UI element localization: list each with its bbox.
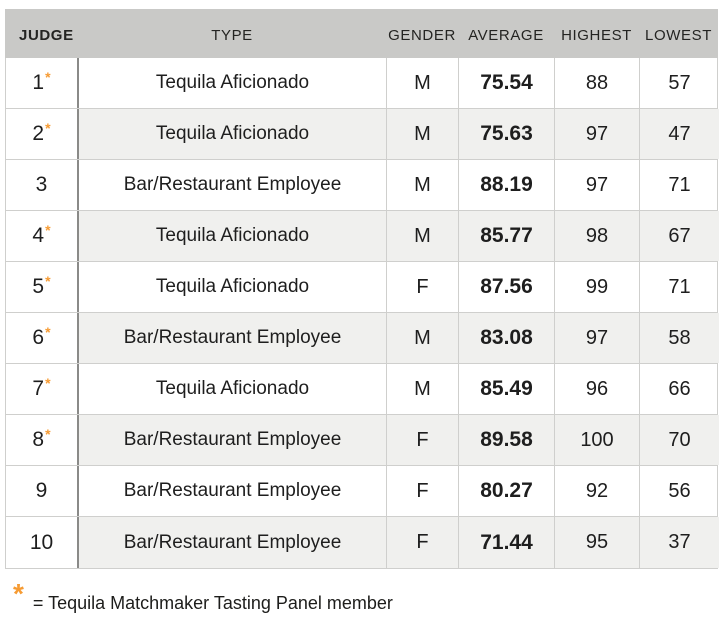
table-row: 7 * Tequila Aficionado M 85.49 96 66 — [6, 364, 717, 415]
table-row: 1 * Tequila Aficionado M 75.54 88 57 — [6, 58, 717, 109]
type-cell: Bar/Restaurant Employee — [79, 160, 387, 210]
lowest-cell: 67 — [640, 211, 719, 261]
judge-cell: 3 — [6, 160, 79, 210]
judge-cell: 9 — [6, 466, 79, 516]
panel-member-asterisk-icon: * — [45, 222, 51, 238]
gender-cell: F — [387, 466, 459, 516]
judge-number: 10 — [29, 530, 54, 554]
type-cell: Tequila Aficionado — [79, 109, 387, 159]
average-cell: 71.44 — [459, 517, 555, 568]
judge-cell: 1 * — [6, 58, 79, 108]
table-row: 5 * Tequila Aficionado F 87.56 99 71 — [6, 262, 717, 313]
lowest-cell: 71 — [668, 275, 691, 298]
judge-number: 4 — [32, 224, 45, 247]
judge-cell: 8 * — [6, 415, 79, 465]
column-header-judge: JUDGE — [19, 26, 74, 44]
highest-cell: 98 — [555, 211, 640, 261]
highest-cell: 97 — [555, 313, 640, 363]
gender-cell: F — [387, 262, 459, 312]
type-cell: Tequila Aficionado — [79, 364, 387, 414]
average-cell: 83.08 — [459, 313, 555, 363]
panel-member-asterisk-icon: * — [45, 120, 51, 136]
table-row: 4 * Tequila Aficionado M 85.77 98 67 — [6, 211, 719, 262]
table-body: 1 * Tequila Aficionado M 75.54 88 57 2 * Tequila … — [5, 58, 719, 569]
gender-cell: M — [387, 58, 459, 108]
lowest-cell: 37 — [640, 517, 719, 568]
judges-score-table: JUDGE TYPE GENDER AVERAGE HIGHEST LOWEST… — [5, 9, 719, 569]
judge-number: 5 — [32, 275, 45, 298]
judge-number: 3 — [35, 173, 48, 196]
table-row: 2 * Tequila Aficionado M 75.63 97 47 — [6, 109, 719, 160]
lowest-cell: 58 — [640, 313, 719, 363]
table-row: 6 * Bar/Restaurant Employee M 83.08 97 58 — [6, 313, 719, 364]
lowest-cell: 47 — [640, 109, 719, 159]
gender-cell: M — [387, 109, 459, 159]
lowest-cell: 66 — [668, 377, 691, 400]
judge-cell: 10 — [6, 517, 79, 568]
panel-member-asterisk-icon: * — [45, 426, 51, 442]
column-header-type: TYPE — [211, 26, 253, 44]
panel-member-asterisk-icon: * — [45, 69, 51, 85]
gender-cell: M — [387, 160, 459, 210]
judge-number: 1 — [32, 71, 45, 94]
judge-number: 6 — [32, 326, 45, 349]
highest-cell: 100 — [555, 415, 640, 465]
highest-cell: 99 — [555, 262, 640, 312]
lowest-cell: 57 — [668, 71, 691, 94]
gender-cell: F — [387, 517, 459, 568]
panel-member-asterisk-icon: * — [45, 324, 51, 340]
average-cell: 75.54 — [459, 58, 555, 108]
judge-cell: 5 * — [6, 262, 79, 312]
average-cell: 75.63 — [459, 109, 555, 159]
judge-number: 7 — [32, 377, 45, 400]
judge-number: 8 — [32, 428, 45, 451]
highest-cell: 97 — [555, 160, 640, 210]
type-cell: Tequila Aficionado — [79, 58, 387, 108]
table-header-row: JUDGE TYPE GENDER AVERAGE HIGHEST LOWEST — [5, 9, 718, 58]
type-cell: Bar/Restaurant Employee — [79, 313, 387, 363]
gender-cell: F — [387, 415, 459, 465]
type-cell: Tequila Aficionado — [79, 262, 387, 312]
highest-cell: 92 — [555, 466, 640, 516]
average-cell: 88.19 — [459, 160, 555, 210]
table-row: 3 Bar/Restaurant Employee M 88.19 97 71 — [6, 160, 717, 211]
type-cell: Bar/Restaurant Employee — [79, 517, 387, 568]
table-row: 10 Bar/Restaurant Employee F 71.44 95 37 — [6, 517, 719, 568]
lowest-cell: 56 — [668, 479, 691, 502]
judge-cell: 7 * — [6, 364, 79, 414]
judge-cell: 2 * — [6, 109, 79, 159]
average-cell: 87.56 — [459, 262, 555, 312]
gender-cell: M — [387, 313, 459, 363]
highest-cell: 88 — [555, 58, 640, 108]
column-header-highest: HIGHEST — [561, 26, 632, 44]
column-header-average: AVERAGE — [468, 26, 544, 44]
panel-member-asterisk-icon: * — [45, 375, 51, 391]
judge-cell: 6 * — [6, 313, 79, 363]
table-row: 8 * Bar/Restaurant Employee F 89.58 100 70 — [6, 415, 719, 466]
average-cell: 85.77 — [459, 211, 555, 261]
footnote: * = Tequila Matchmaker Tasting Panel mem… — [13, 578, 728, 614]
judge-number: 9 — [35, 479, 48, 502]
table-row: 9 Bar/Restaurant Employee F 80.27 92 56 — [6, 466, 717, 517]
type-cell: Bar/Restaurant Employee — [79, 466, 387, 516]
asterisk-icon: * — [13, 578, 24, 609]
gender-cell: M — [387, 211, 459, 261]
highest-cell: 97 — [555, 109, 640, 159]
highest-cell: 95 — [555, 517, 640, 568]
lowest-cell: 71 — [668, 173, 691, 196]
average-cell: 80.27 — [459, 466, 555, 516]
average-cell: 85.49 — [459, 364, 555, 414]
lowest-cell: 70 — [640, 415, 719, 465]
gender-cell: M — [387, 364, 459, 414]
judge-cell: 4 * — [6, 211, 79, 261]
type-cell: Tequila Aficionado — [79, 211, 387, 261]
judge-number: 2 — [32, 122, 45, 145]
type-cell: Bar/Restaurant Employee — [79, 415, 387, 465]
panel-member-asterisk-icon: * — [45, 273, 51, 289]
footnote-label: = Tequila Matchmaker Tasting Panel membe… — [32, 593, 393, 613]
column-header-gender: GENDER — [388, 26, 456, 44]
average-cell: 89.58 — [459, 415, 555, 465]
highest-cell: 96 — [555, 364, 640, 414]
column-header-lowest: LOWEST — [645, 26, 712, 44]
